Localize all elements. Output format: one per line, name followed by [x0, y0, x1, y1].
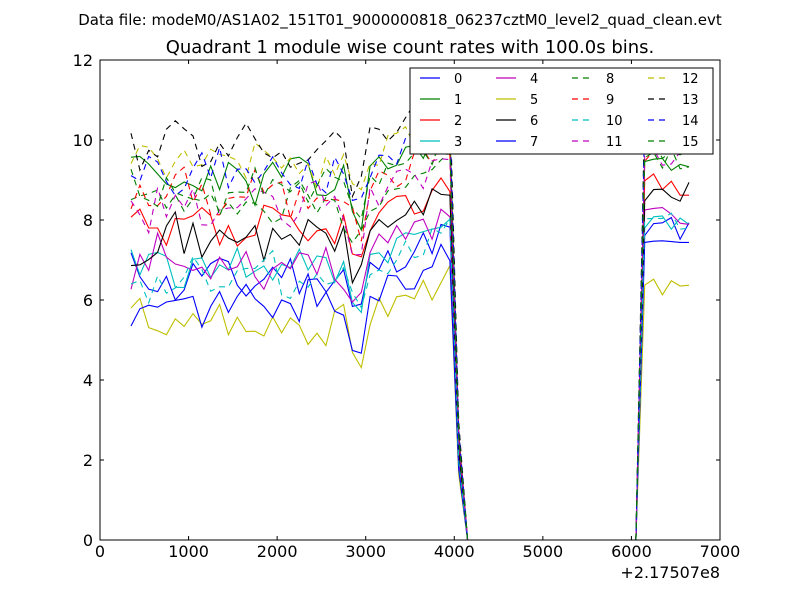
- x-tick-label: 5000: [522, 542, 563, 561]
- legend-label-2: 2: [454, 114, 462, 129]
- legend-label-4: 4: [530, 72, 538, 87]
- legend-label-14: 14: [682, 114, 699, 129]
- y-tick-label: 10: [73, 131, 93, 150]
- x-tick-label: 4000: [434, 542, 475, 561]
- legend-label-11: 11: [606, 135, 623, 150]
- series-line-9: [130, 144, 690, 541]
- x-tick-label: 0: [95, 542, 105, 561]
- y-tick-label: 12: [73, 51, 93, 70]
- x-tick-label: 7000: [700, 542, 741, 561]
- legend-label-3: 3: [454, 135, 462, 150]
- legend-label-13: 13: [682, 93, 699, 108]
- y-tick-label: 4: [83, 371, 93, 390]
- y-tick-label: 2: [83, 451, 93, 470]
- legend-label-6: 6: [530, 114, 538, 129]
- legend-label-10: 10: [606, 114, 623, 129]
- legend-label-12: 12: [682, 72, 699, 87]
- x-tick-label: 2000: [257, 542, 298, 561]
- chart-title: Quadrant 1 module wise count rates with …: [166, 37, 655, 58]
- legend-label-0: 0: [454, 72, 462, 87]
- series-line-10: [130, 212, 690, 541]
- y-tick-label: 0: [83, 531, 93, 550]
- legend-label-15: 15: [682, 135, 699, 150]
- x-tick-label: 3000: [345, 542, 386, 561]
- x-tick-label: 1000: [168, 542, 209, 561]
- legend-label-5: 5: [530, 93, 538, 108]
- y-tick-label: 6: [83, 291, 93, 310]
- legend-label-1: 1: [454, 93, 462, 108]
- y-tick-label: 8: [83, 211, 93, 230]
- legend-frame: [409, 67, 714, 155]
- legend-label-9: 9: [606, 93, 614, 108]
- legend-label-8: 8: [606, 72, 614, 87]
- legend-label-7: 7: [530, 135, 538, 150]
- suptitle: Data file: modeM0/AS1A02_151T01_90000008…: [78, 11, 722, 30]
- x-tick-label: 6000: [611, 542, 652, 561]
- x-offset-label: +2.17507e8: [620, 563, 720, 582]
